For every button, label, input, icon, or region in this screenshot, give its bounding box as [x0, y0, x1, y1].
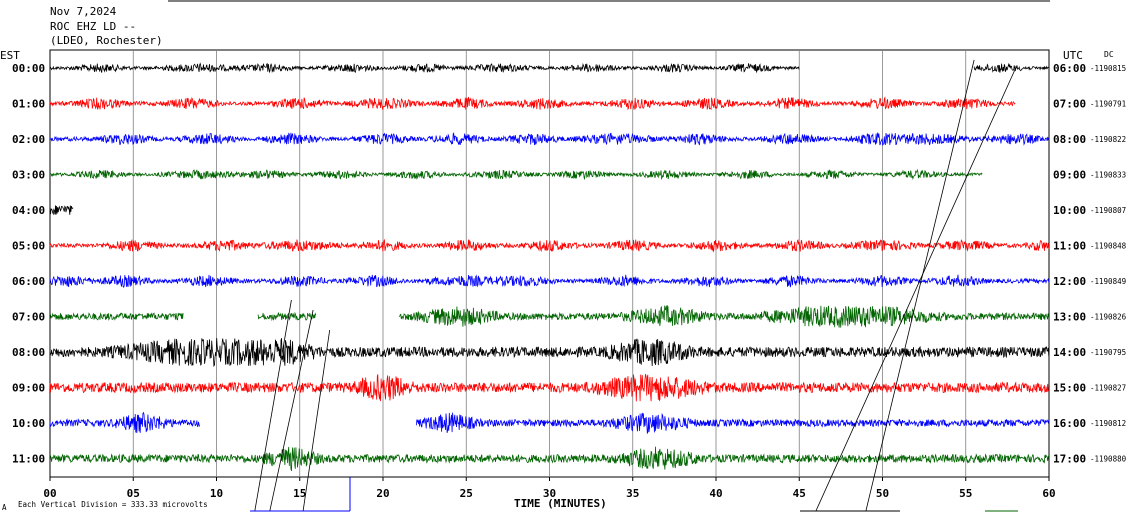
trace-0300-green [49, 168, 983, 181]
event-line [302, 329, 331, 512]
est-hour-label: 10:00 [12, 417, 45, 430]
utc-hour-label: 12:00 [1053, 275, 1086, 288]
x-axis: 00 05 10 15 20 25 30 35 40 45 50 55 60 [43, 477, 1056, 500]
trace-0500-red [49, 239, 1050, 253]
utc-hour-label: 06:00 [1053, 62, 1086, 75]
event-line [254, 299, 292, 512]
x-tick-label: 25 [460, 487, 473, 500]
trace-0800-black [49, 338, 1050, 368]
trace-0700-green [399, 304, 1049, 328]
dc-label: DC [1104, 50, 1114, 59]
utc-hour-label: 08:00 [1053, 133, 1086, 146]
trace-0000-black [973, 62, 1049, 73]
header-network: (LDEO, Rochester) [50, 34, 163, 47]
dc-offset-label: -1190815 [1090, 64, 1126, 73]
trace-1100-green [49, 446, 1050, 472]
utc-hour-label: 17:00 [1053, 453, 1086, 466]
utc-hour-label: 15:00 [1053, 382, 1086, 395]
est-axis-label: EST [0, 49, 20, 62]
x-tick-label: 20 [376, 487, 389, 500]
trace-0200-blue [49, 132, 1050, 146]
grid-lines [132, 50, 967, 477]
trace-1000-blue [415, 412, 1050, 435]
est-hour-label: 04:00 [12, 204, 45, 217]
dc-offset-label: -1190827 [1090, 384, 1126, 393]
x-tick-label: 50 [876, 487, 889, 500]
x-tick-label: 55 [959, 487, 972, 500]
header-station: ROC EHZ LD -- [50, 20, 136, 33]
event-line [269, 309, 314, 512]
utc-hour-label: 16:00 [1053, 417, 1086, 430]
x-tick-label: 15 [293, 487, 306, 500]
x-axis-title: TIME (MINUTES) [514, 497, 607, 510]
x-tick-label: 60 [1042, 487, 1055, 500]
est-hour-label: 05:00 [12, 240, 45, 253]
scale-note: Each Vertical Division = 333.33 microvol… [18, 500, 208, 509]
est-hour-label: 02:00 [12, 133, 45, 146]
row-labels: 00:00 06:00 -1190815 01:00 07:00 -1190791 02:0… [12, 62, 1127, 466]
x-tick-label: 45 [793, 487, 806, 500]
est-hour-label: 08:00 [12, 346, 45, 359]
utc-hour-label: 13:00 [1053, 311, 1086, 324]
trace-0700-green [49, 312, 184, 321]
dc-offset-label: -1190826 [1090, 313, 1127, 322]
utc-hour-label: 07:00 [1053, 98, 1086, 111]
traces [49, 62, 1050, 472]
trace-0100-red [49, 96, 1016, 111]
x-tick-label: 30 [543, 487, 556, 500]
dc-offset-label: -1190807 [1090, 206, 1126, 215]
event-line [815, 67, 1017, 512]
trace-0700-green [257, 311, 317, 322]
trace-0600-blue [49, 274, 1050, 288]
est-hour-label: 11:00 [12, 453, 45, 466]
event-lines [254, 59, 1017, 512]
x-tick-label: 40 [709, 487, 722, 500]
utc-hour-label: 11:00 [1053, 240, 1086, 253]
utc-hour-label: 09:00 [1053, 169, 1086, 182]
dc-offset-label: -1190812 [1090, 419, 1126, 428]
dc-offset-label: -1190833 [1090, 171, 1126, 180]
x-tick-label: 10 [210, 487, 223, 500]
est-hour-label: 01:00 [12, 98, 45, 111]
est-hour-label: 00:00 [12, 62, 45, 75]
trace-0400-black [49, 205, 74, 216]
trace-1000-blue [49, 411, 200, 434]
utc-axis-label: UTC [1063, 49, 1083, 62]
est-hour-label: 03:00 [12, 169, 45, 182]
dc-offset-label: -1190880 [1090, 455, 1127, 464]
dc-offset-label: -1190849 [1090, 277, 1126, 286]
corner-mark: A [2, 503, 7, 512]
dc-offset-label: -1190822 [1090, 135, 1126, 144]
dc-offset-label: -1190791 [1090, 100, 1126, 109]
event-line [865, 59, 975, 512]
header-date: Nov 7,2024 [50, 5, 117, 18]
est-hour-label: 07:00 [12, 311, 45, 324]
x-tick-label: 00 [43, 487, 56, 500]
dc-offset-label: -1190848 [1090, 242, 1127, 251]
trace-0900-red [49, 373, 1050, 402]
dc-offset-label: -1190795 [1090, 348, 1126, 357]
x-tick-label: 05 [127, 487, 140, 500]
x-tick-label: 35 [626, 487, 639, 500]
utc-hour-label: 10:00 [1053, 204, 1086, 217]
trace-0000-black [49, 62, 800, 74]
est-hour-label: 09:00 [12, 382, 45, 395]
utc-hour-label: 14:00 [1053, 346, 1086, 359]
est-hour-label: 06:00 [12, 275, 45, 288]
